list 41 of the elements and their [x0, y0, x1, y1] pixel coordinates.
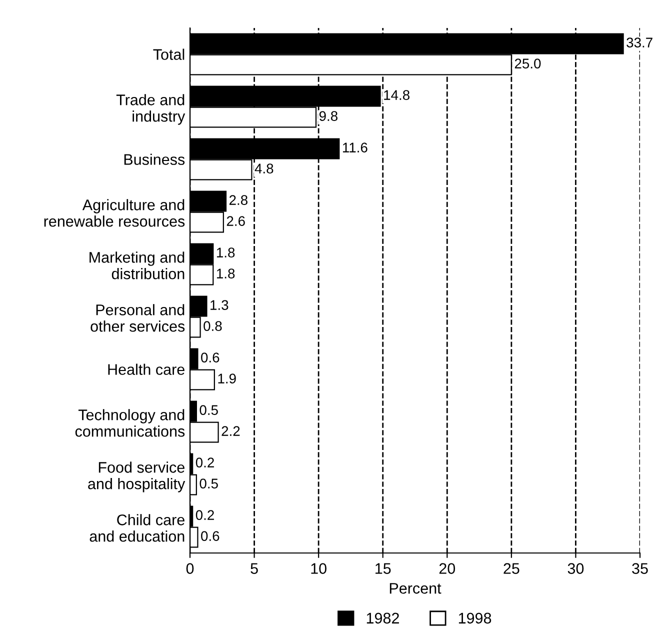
y-tick-label: Personal and other services	[90, 304, 185, 332]
data-label: 0.8	[204, 321, 222, 331]
y-tick-label: Food service and hospitality	[88, 462, 186, 492]
data-label: 0.6	[201, 531, 220, 541]
x-tick-label: 15	[376, 563, 391, 574]
y-tick-label: Agriculture and renewable resources	[44, 199, 185, 227]
legend-label: 1998	[458, 612, 492, 624]
x-tick-label: 20	[439, 563, 456, 574]
data-label: 25.0	[514, 58, 541, 68]
x-tick-label: 30	[568, 563, 584, 574]
data-label: 1.8	[216, 248, 235, 258]
data-label: 0.2	[196, 510, 214, 520]
x-tick-label: 0	[186, 563, 194, 574]
y-tick-label: Child care and education	[90, 514, 184, 542]
y-tick-label: Business	[124, 154, 185, 165]
data-label: 4.8	[254, 164, 274, 174]
data-label: 9.8	[319, 111, 338, 121]
data-label: 0.5	[200, 478, 218, 488]
data-label: 1.9	[218, 374, 236, 384]
x-tick-label: 25	[504, 563, 520, 574]
data-label: 33.7	[626, 38, 652, 48]
y-tick-label: Trade and industry	[116, 94, 186, 125]
x-axis-title: Percent	[390, 583, 442, 594]
y-tick-label: Health care	[108, 364, 184, 375]
legend-label: 1982	[366, 612, 399, 624]
x-tick-label: 10	[311, 563, 326, 574]
data-label: 1.8	[216, 268, 235, 278]
y-tick-label: Total	[153, 48, 184, 60]
data-label: 0.6	[201, 352, 220, 362]
data-label: 2.8	[229, 195, 248, 205]
data-label: 14.8	[384, 90, 410, 100]
y-tick-label: Marketing and distribution	[90, 252, 184, 280]
x-tick-label: 5	[250, 563, 258, 574]
data-label: 0.5	[200, 405, 218, 415]
data-label: 11.6	[342, 142, 368, 152]
data-label: 2.2	[222, 426, 240, 436]
x-tick-label: 35	[632, 563, 648, 574]
data-label: 1.3	[210, 300, 228, 310]
y-tick-label: Technology and communications	[75, 409, 185, 437]
data-label: 2.6	[226, 216, 245, 226]
data-label: 0.2	[196, 458, 214, 468]
